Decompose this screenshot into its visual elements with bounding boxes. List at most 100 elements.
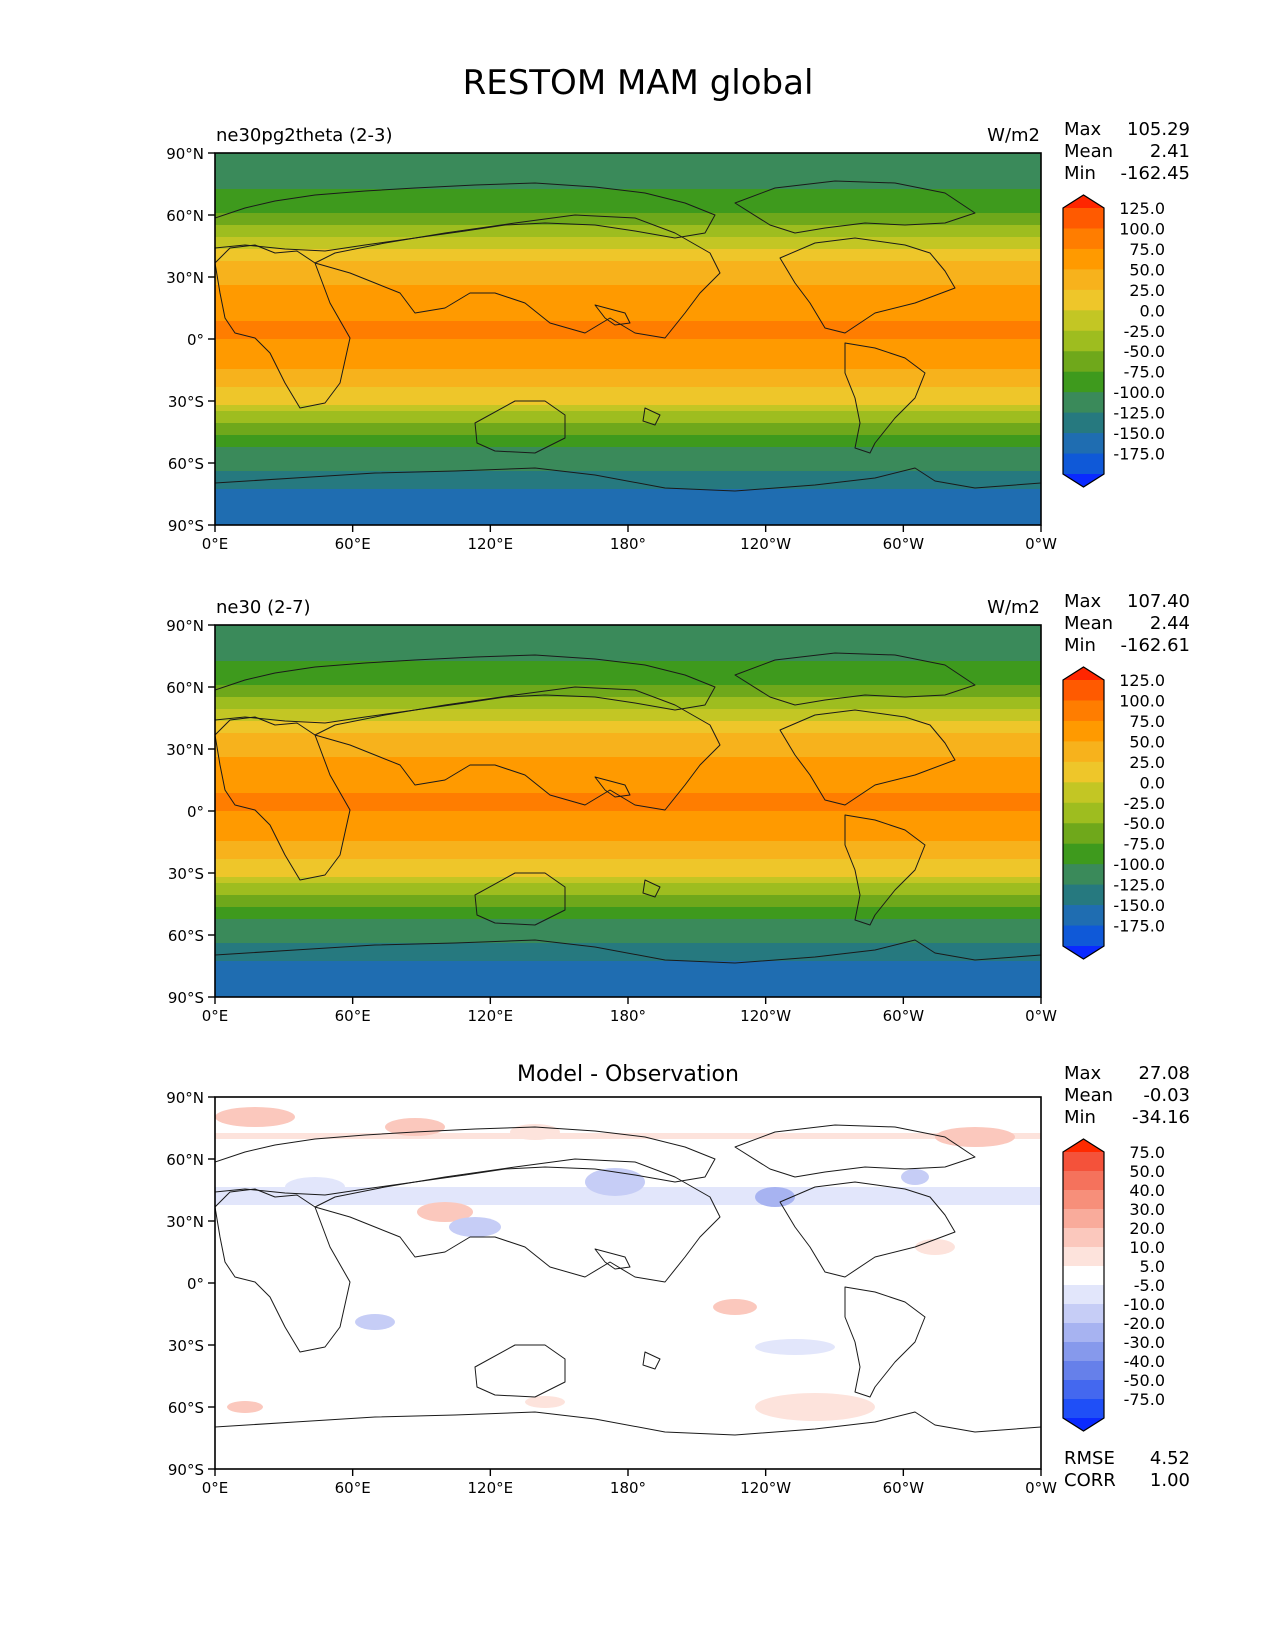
x-tick-label: 0°W <box>1025 535 1057 553</box>
zonal-band <box>215 949 1041 956</box>
zonal-band <box>215 153 1041 160</box>
zonal-band <box>215 1379 1041 1386</box>
colorbar-segment <box>1063 1247 1104 1267</box>
zonal-band <box>215 655 1041 662</box>
coastline <box>215 1411 1041 1436</box>
stat-min-value: -162.45 <box>1121 163 1190 184</box>
colorbar-segment <box>1063 392 1104 414</box>
zonal-band <box>215 1457 1041 1464</box>
coastline <box>215 1188 351 1353</box>
zonal-band <box>215 847 1041 854</box>
x-tick-label: 0°W <box>1025 1007 1057 1025</box>
stat-max-value: 107.40 <box>1127 591 1190 612</box>
zonal-band <box>215 757 1041 764</box>
zonal-band <box>215 171 1041 178</box>
colorbar-tick-label: -30.0 <box>1124 1333 1165 1352</box>
colorbar-segment <box>1063 905 1104 927</box>
zonal-band <box>215 249 1041 256</box>
zonal-band <box>215 979 1041 986</box>
zonal-band <box>215 1265 1041 1272</box>
x-axis: 0°E 60°E 120°E 180° 120°W 60°W 0°W <box>202 525 1057 553</box>
colorbar-tick-label: 5.0 <box>1140 1257 1165 1276</box>
zonal-band <box>215 859 1041 866</box>
x-tick-label: 180° <box>610 1007 646 1025</box>
colorbar: 75.050.040.030.020.010.05.0-5.0-10.0-20.… <box>1062 1138 1165 1432</box>
x-tick-label: 0°E <box>202 535 229 553</box>
colorbar-segment <box>1063 310 1104 332</box>
zonal-band <box>215 751 1041 758</box>
colorbar-segment <box>1063 351 1104 373</box>
zonal-band <box>215 225 1041 232</box>
colorbar-segment <box>1063 208 1104 229</box>
zonal-band <box>215 387 1041 394</box>
colorbar-tick-label: -5.0 <box>1134 1276 1165 1295</box>
zonal-band <box>215 811 1041 818</box>
zonal-band <box>215 985 1041 992</box>
colorbar-tick-label: 50.0 <box>1129 260 1165 279</box>
stat-mean-label: Mean <box>1064 1085 1113 1106</box>
stats-block: Max 105.29 Mean 2.41 Min -162.45 <box>1064 119 1190 184</box>
x-tick-label: 120°E <box>468 535 514 553</box>
coastlines <box>215 652 1041 964</box>
y-tick-label: 30°N <box>166 1213 204 1231</box>
coastline <box>215 182 716 252</box>
zonal-band <box>215 709 1041 716</box>
colorbar-segment <box>1063 433 1104 455</box>
zonal-band <box>215 1115 1041 1122</box>
zonal-band <box>215 1295 1041 1302</box>
zonal-band <box>215 1163 1041 1170</box>
x-tick-label: 0°W <box>1025 1479 1057 1497</box>
x-tick-label: 0°E <box>202 1479 229 1497</box>
zonal-band <box>215 835 1041 842</box>
colorbar-segment <box>1063 412 1104 434</box>
colorbar-tick-label: 75.0 <box>1129 1143 1165 1162</box>
colorbar-extend-top <box>1063 667 1104 680</box>
zonal-band <box>215 1391 1041 1398</box>
zonal-band <box>215 519 1041 525</box>
y-tick-label: 60°S <box>168 927 204 945</box>
anomaly-patch <box>227 1401 263 1413</box>
colorbar-extend-bottom <box>1063 1418 1104 1431</box>
zonal-band <box>215 901 1041 908</box>
panel-units: W/m2 <box>987 597 1040 618</box>
zonal-band <box>215 1367 1041 1374</box>
panel-left-title: ne30pg2theta (2-3) <box>216 125 392 146</box>
stat-min-label: Min <box>1064 163 1096 184</box>
zonal-band <box>215 1223 1041 1230</box>
zonal-band <box>215 649 1041 656</box>
colorbar-tick-label: -50.0 <box>1124 814 1165 833</box>
colorbar-segment <box>1063 884 1104 906</box>
zonal-band <box>215 931 1041 938</box>
y-tick-label: 90°S <box>168 989 204 1007</box>
coastline <box>642 407 661 426</box>
zonal-band <box>215 955 1041 962</box>
zonal-band <box>215 1427 1041 1434</box>
zonal-band <box>215 483 1041 490</box>
x-tick-label: 180° <box>610 1479 646 1497</box>
zonal-band <box>215 219 1041 226</box>
y-tick-label: 90°N <box>166 1089 204 1107</box>
panel-model-minus-observation: Model - Observation 90°N 60°N 30°N 0° 30°S 60… <box>166 1062 1190 1497</box>
zonal-band <box>215 357 1041 364</box>
zonal-band <box>215 715 1041 722</box>
zonal-band <box>215 1289 1041 1296</box>
colorbar-tick-label: -150.0 <box>1113 424 1165 443</box>
stat-corr-value: 1.00 <box>1150 1470 1190 1491</box>
anomaly-patch <box>755 1187 795 1207</box>
zonal-band <box>215 631 1041 638</box>
zonal-band <box>215 1103 1041 1110</box>
panel-ne30: ne30 (2-7) W/m2 90°N60°N30°N0°30°S60°S90… <box>166 591 1190 1025</box>
colorbar-segment <box>1063 864 1104 886</box>
y-tick-label: 90°N <box>166 145 204 163</box>
colorbar-tick-label: -175.0 <box>1113 917 1165 936</box>
stat-min-label: Min <box>1064 1107 1096 1128</box>
zonal-band <box>215 865 1041 872</box>
coastline <box>779 237 956 334</box>
zonal-band <box>215 805 1041 812</box>
coastline <box>734 652 976 706</box>
zonal-band <box>215 471 1041 478</box>
zonal-band <box>215 417 1041 424</box>
zonal-band <box>215 429 1041 436</box>
